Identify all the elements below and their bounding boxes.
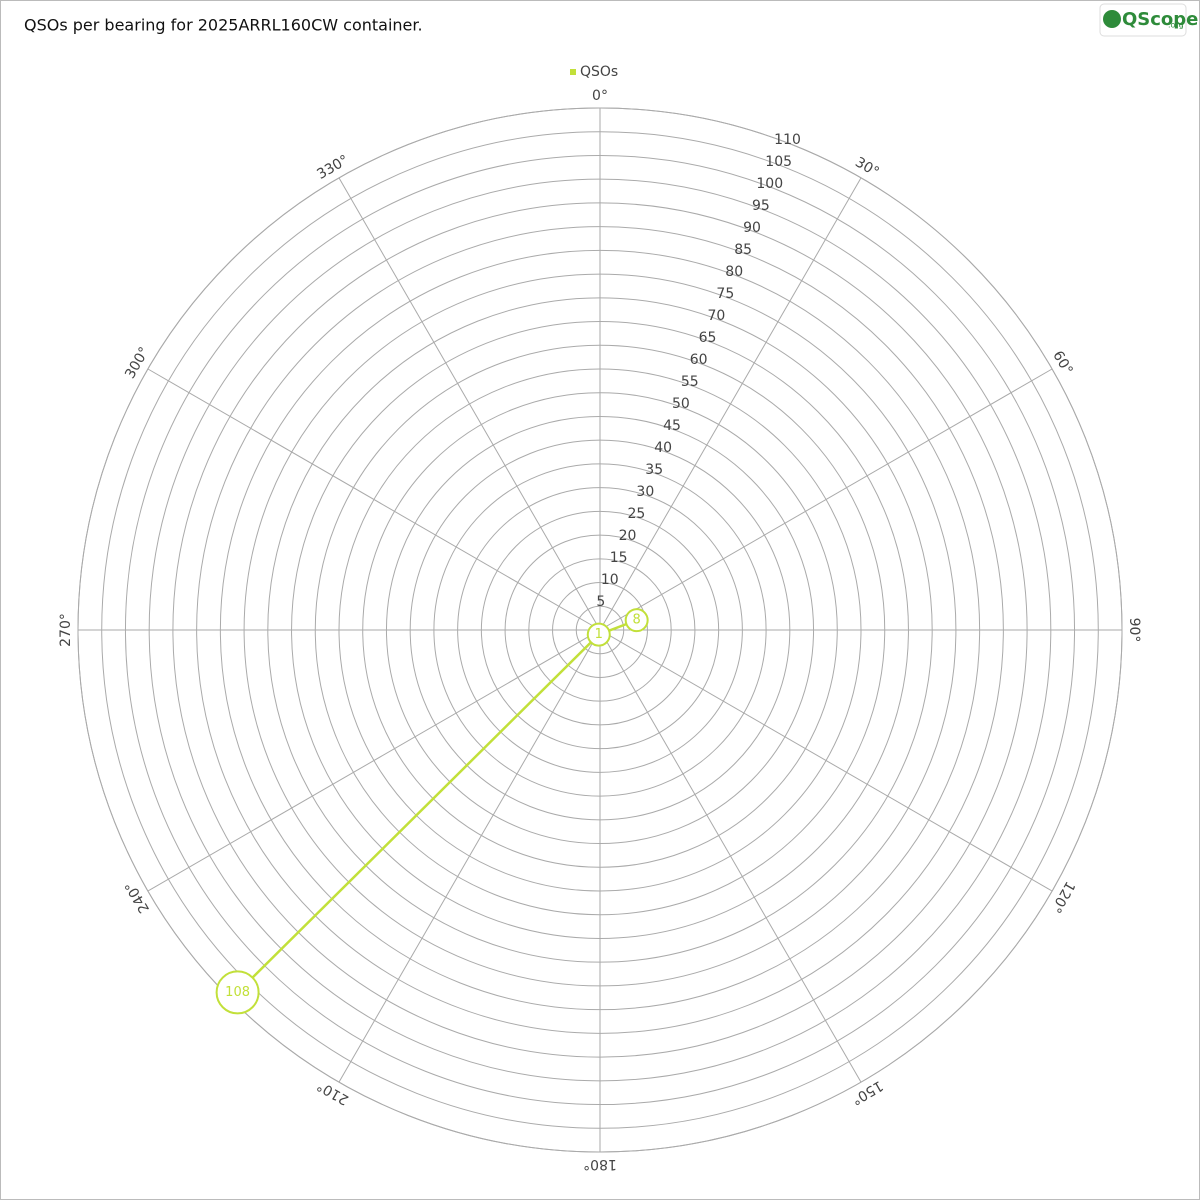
logo-text: QScope <box>1122 9 1198 30</box>
logo-icon <box>1103 10 1121 28</box>
grid-spoke <box>338 177 601 631</box>
y-tick-label: 50 <box>672 396 690 412</box>
y-tick-label: 25 <box>628 506 646 522</box>
y-tick-label: 90 <box>743 220 761 236</box>
angle-label: 0° <box>592 88 608 104</box>
grid-spoke <box>147 629 601 892</box>
grid-spoke <box>338 629 601 1083</box>
legend-label: QSOs <box>580 64 618 80</box>
y-tick-label: 110 <box>774 132 801 148</box>
y-tick-label: 60 <box>690 352 708 368</box>
y-tick-label: 45 <box>663 418 681 434</box>
y-tick-label: 65 <box>699 330 717 346</box>
point <box>624 608 649 633</box>
value-label: 1 <box>595 627 603 642</box>
y-tick-label: 70 <box>708 308 726 324</box>
y-tick-label: 80 <box>725 264 743 280</box>
y-tick-label: 30 <box>636 484 654 500</box>
y-tick-label: 85 <box>734 242 752 258</box>
logo-box <box>1099 3 1187 37</box>
chart-title: QSOs per bearing for 2025ARRL160CW conta… <box>24 16 423 35</box>
y-tick-label: 105 <box>765 154 792 170</box>
grid-spoke <box>147 368 601 631</box>
logo-suffix: .org <box>1168 21 1184 30</box>
value-label: 108 <box>225 985 250 1000</box>
angle-label: 270° <box>58 613 74 647</box>
y-tick-label: 10 <box>601 572 619 588</box>
y-tick-label: 95 <box>752 198 770 214</box>
y-tick-label: 100 <box>756 176 783 192</box>
value-label: 8 <box>633 613 641 628</box>
grid-spoke <box>599 629 862 1083</box>
angle-label: 90° <box>1126 618 1142 643</box>
point <box>215 970 260 1015</box>
y-tick-label: 20 <box>619 528 637 544</box>
y-tick-label: 75 <box>716 286 734 302</box>
grid-spoke <box>599 368 1053 631</box>
grid-spoke <box>599 177 862 631</box>
logo: QScope .org <box>1099 3 1198 37</box>
grid-spoke <box>599 629 1053 892</box>
y-tick-label: 15 <box>610 550 628 566</box>
y-tick-label: 40 <box>654 440 672 456</box>
angle-label: 180° <box>583 1156 617 1172</box>
y-tick-label: 55 <box>681 374 699 390</box>
y-tick-label: 35 <box>645 462 663 478</box>
point <box>586 622 611 647</box>
y-tick-label: 5 <box>596 594 605 610</box>
legend-swatch <box>570 69 576 75</box>
